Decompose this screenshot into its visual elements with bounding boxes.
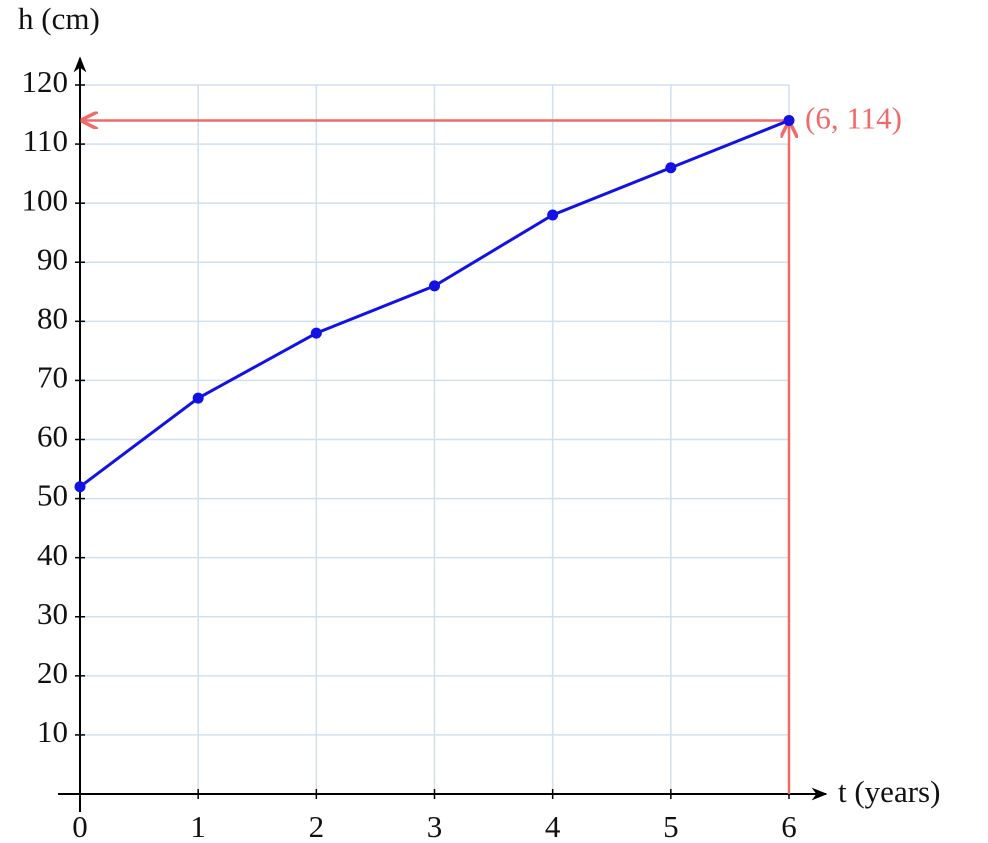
x-tick-label: 6	[781, 809, 797, 843]
x-tick-label: 4	[545, 809, 561, 843]
y-tick-label: 70	[37, 360, 68, 395]
data-point	[665, 162, 677, 174]
grid	[79, 84, 790, 794]
x-tick-label: 2	[309, 809, 325, 843]
x-tick-label: 0	[72, 809, 88, 843]
data-point	[429, 280, 440, 292]
data-point	[74, 481, 86, 493]
y-tick-label: 120	[22, 64, 69, 99]
y-tick-label: 50	[37, 478, 68, 513]
x-tick-label: 3	[427, 809, 443, 843]
y-axis-label: h (cm)	[18, 1, 100, 36]
data-point	[783, 114, 795, 126]
y-tick-label: 80	[37, 300, 68, 335]
y-tick-label: 110	[23, 123, 68, 158]
data-point	[310, 327, 322, 339]
y-tick-label: 40	[37, 537, 68, 572]
x-tick-label: 5	[663, 809, 679, 843]
y-tick-label: 10	[37, 714, 68, 749]
x-tick-label: 1	[190, 809, 206, 843]
x-axis-label: t (years)	[838, 774, 940, 809]
y-tick-label: 60	[37, 419, 68, 454]
y-tick-label: 30	[37, 596, 68, 631]
data-point	[192, 392, 204, 404]
y-tick-label: 100	[22, 182, 69, 217]
annotation-label: (6, 114)	[805, 101, 902, 136]
y-tick-label: 20	[37, 655, 68, 690]
data-point	[547, 209, 559, 221]
y-tick-label: 90	[37, 241, 68, 276]
